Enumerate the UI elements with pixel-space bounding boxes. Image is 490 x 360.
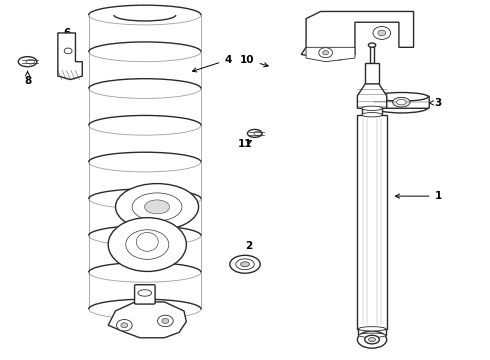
Bar <box>357 115 387 329</box>
Circle shape <box>373 27 391 40</box>
Ellipse shape <box>136 233 158 251</box>
Text: 2: 2 <box>245 241 252 261</box>
Circle shape <box>64 48 72 54</box>
Text: 3: 3 <box>429 98 441 108</box>
Ellipse shape <box>230 255 260 273</box>
Ellipse shape <box>392 97 410 107</box>
Text: 11: 11 <box>238 139 252 149</box>
Ellipse shape <box>138 290 152 296</box>
Circle shape <box>378 30 386 36</box>
Bar <box>369 44 374 63</box>
FancyBboxPatch shape <box>135 285 155 304</box>
Circle shape <box>158 315 173 327</box>
Circle shape <box>323 50 329 55</box>
Polygon shape <box>58 33 82 80</box>
Text: 7: 7 <box>117 202 130 212</box>
Polygon shape <box>108 302 186 338</box>
Ellipse shape <box>116 184 198 230</box>
Circle shape <box>117 319 132 331</box>
Ellipse shape <box>374 102 428 113</box>
Ellipse shape <box>132 193 182 221</box>
Ellipse shape <box>108 218 186 271</box>
Bar <box>365 63 379 84</box>
Ellipse shape <box>368 338 375 342</box>
Ellipse shape <box>145 200 170 214</box>
Text: 5: 5 <box>117 238 129 248</box>
Bar <box>362 108 382 115</box>
Polygon shape <box>306 47 355 62</box>
Ellipse shape <box>358 333 386 337</box>
Circle shape <box>121 323 128 328</box>
Ellipse shape <box>26 59 35 64</box>
Text: 9: 9 <box>112 320 124 330</box>
Ellipse shape <box>358 327 386 331</box>
Ellipse shape <box>254 131 261 135</box>
Text: 6: 6 <box>63 28 70 44</box>
Ellipse shape <box>241 262 249 267</box>
Ellipse shape <box>396 99 406 105</box>
Text: 8: 8 <box>24 71 31 86</box>
Ellipse shape <box>126 230 169 259</box>
Bar <box>358 329 386 335</box>
Text: 10: 10 <box>240 55 268 67</box>
Ellipse shape <box>236 259 254 270</box>
Circle shape <box>319 48 332 58</box>
Ellipse shape <box>368 43 376 47</box>
Ellipse shape <box>18 57 37 67</box>
Ellipse shape <box>362 106 382 111</box>
Polygon shape <box>301 12 414 60</box>
Text: 4: 4 <box>193 55 232 72</box>
Ellipse shape <box>362 113 382 117</box>
Ellipse shape <box>357 331 387 348</box>
Ellipse shape <box>374 93 428 101</box>
FancyBboxPatch shape <box>373 96 429 108</box>
Circle shape <box>162 319 169 323</box>
Polygon shape <box>357 84 387 108</box>
Text: 1: 1 <box>395 191 441 201</box>
Ellipse shape <box>365 335 379 344</box>
Ellipse shape <box>247 130 262 137</box>
